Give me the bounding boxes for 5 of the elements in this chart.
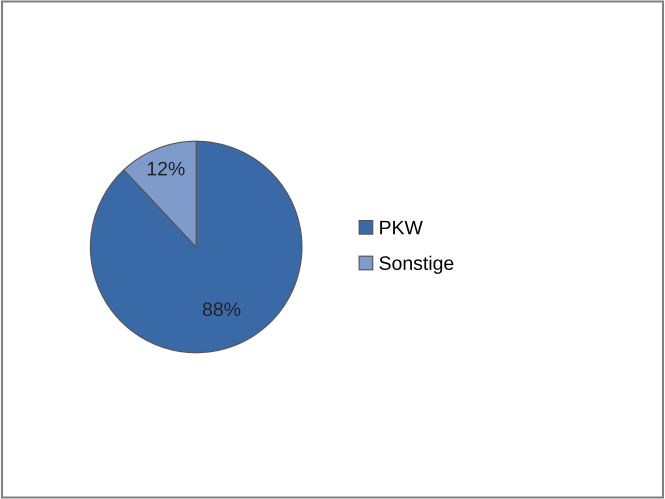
data-label: 12% bbox=[148, 162, 185, 176]
pie-slice bbox=[90, 140, 303, 354]
legend-label: PKW bbox=[380, 220, 423, 234]
data-label: 88% bbox=[202, 302, 240, 316]
legend-label: Sonstige bbox=[379, 256, 454, 274]
